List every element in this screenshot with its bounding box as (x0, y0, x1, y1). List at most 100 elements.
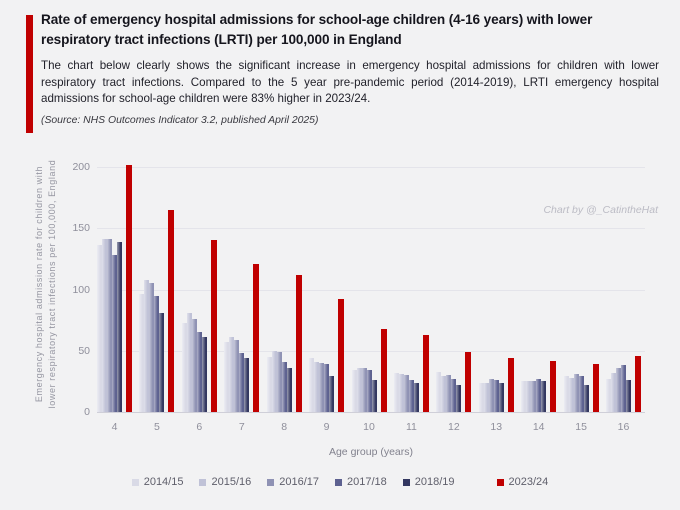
legend-label: 2016/17 (279, 476, 319, 488)
bar-2023-24-age-12 (465, 352, 472, 412)
bar-2023-24-age-4 (126, 165, 132, 412)
bar-2023-24-age-11 (422, 335, 429, 412)
bar-group-age-9 (309, 299, 345, 412)
bar-2015-16-age-16 (611, 373, 616, 412)
gridline-50 (97, 350, 645, 352)
bar-2017-18-age-6 (196, 332, 202, 412)
bar-2014-15-age-14 (521, 381, 527, 412)
legend-label: 2017/18 (347, 476, 387, 488)
bar-2015-16-age-15 (568, 378, 574, 412)
bar-group-age-4 (97, 165, 132, 412)
bar-2023-24-age-9 (338, 299, 345, 412)
bar-2018-19-age-6 (201, 337, 207, 412)
bar-2018-19-age-15 (583, 385, 589, 412)
bar-group-age-14 (521, 361, 557, 412)
bar-2023-24-age-13 (507, 358, 514, 412)
bar-2023-24-age-10 (380, 329, 387, 412)
bar-2023-24-age-14 (550, 361, 557, 412)
bar-2023-24-age-15 (592, 364, 599, 412)
gridline-100 (97, 289, 645, 291)
bar-2016-17-age-6 (191, 319, 197, 412)
legend-label: 2014/15 (143, 476, 184, 488)
bar-group-age-6 (181, 240, 217, 412)
x-tick-label-6: 6 (196, 421, 203, 433)
bar-2018-19-age-7 (244, 358, 250, 412)
chart-plot-area (97, 150, 645, 413)
bar-2018-19-age-14 (541, 381, 547, 412)
bar-2014-15-age-16 (606, 379, 611, 412)
watermark: Chart by @_CatintheHat (543, 204, 658, 216)
legend-item-2015-16: 2015/16 (199, 476, 251, 488)
x-tick-label-16: 16 (617, 421, 630, 433)
bar-2014-15-age-8 (266, 357, 272, 412)
legend-item-2018-19: 2018/19 (402, 476, 455, 488)
bar-2023-24-age-16 (635, 356, 641, 412)
x-axis-title: Age group (years) (328, 446, 414, 458)
bar-group-age-13 (478, 358, 514, 412)
bar-2023-24-age-8 (295, 275, 302, 412)
gridline-200 (97, 167, 645, 168)
bar-2016-17-age-4 (107, 239, 112, 412)
legend-item-2014-15: 2014/15 (131, 476, 184, 488)
x-tick-label-12: 12 (447, 421, 460, 433)
bar-2023-24-age-5 (168, 210, 175, 412)
bar-2015-16-age-7 (229, 337, 235, 412)
y-tick-label-200: 200 (72, 161, 90, 173)
legend-item-2017-18: 2017/18 (335, 476, 387, 488)
bar-2016-17-age-14 (531, 381, 537, 412)
bar-2023-24-age-7 (253, 264, 260, 412)
y-axis-title: Emergency hospital admission rate for ch… (34, 159, 57, 409)
x-tick-label-9: 9 (323, 421, 330, 433)
bar-2015-16-age-11 (398, 374, 404, 412)
bar-group-age-5 (139, 210, 175, 412)
x-tick-label-4: 4 (111, 421, 118, 433)
bar-2017-18-age-15 (578, 376, 584, 412)
legend-swatch-icon (267, 478, 275, 486)
bar-group-age-10 (351, 329, 387, 412)
legend-swatch-icon (335, 478, 342, 486)
gridline-150 (97, 228, 645, 230)
x-tick-label-14: 14 (532, 421, 545, 433)
bar-2023-24-age-6 (210, 240, 217, 412)
x-tick-label-10: 10 (363, 421, 375, 433)
x-tick-label-11: 11 (405, 421, 417, 433)
bar-2017-18-age-9 (324, 364, 330, 412)
x-tick-label-7: 7 (238, 421, 245, 433)
bar-group-age-15 (563, 364, 599, 412)
bar-2016-17-age-7 (234, 340, 240, 412)
bar-2018-19-age-10 (371, 380, 377, 412)
bar-2016-17-age-5 (149, 283, 155, 412)
bar-2014-15-age-5 (139, 294, 145, 412)
bar-2017-18-age-7 (239, 353, 245, 412)
bar-2014-15-age-4 (97, 245, 102, 412)
bar-2017-18-age-10 (366, 370, 372, 412)
bar-2018-19-age-5 (159, 313, 165, 412)
bar-2014-15-age-13 (478, 383, 484, 412)
x-tick-label-8: 8 (281, 421, 288, 433)
bar-group-age-12 (436, 352, 472, 412)
x-tick-label-15: 15 (575, 421, 587, 433)
bar-2015-16-age-9 (314, 362, 320, 412)
bar-2017-18-age-4 (112, 255, 117, 412)
bar-2018-19-age-8 (286, 368, 292, 412)
bar-group-age-11 (393, 335, 429, 412)
legend-swatch-icon (131, 478, 139, 486)
x-axis-line (97, 412, 645, 413)
bar-2016-17-age-16 (616, 368, 621, 412)
bar-2018-19-age-13 (498, 383, 504, 412)
title-accent-bar (26, 15, 33, 133)
legend-item-2016-17: 2016/17 (267, 476, 319, 488)
legend-swatch-icon (199, 478, 207, 486)
bar-2017-18-age-13 (493, 380, 499, 412)
bar-2017-18-age-12 (451, 379, 457, 412)
bar-2015-16-age-8 (271, 351, 277, 412)
bar-2014-15-age-11 (393, 373, 399, 412)
bar-2014-15-age-6 (181, 323, 187, 412)
bar-2016-17-age-11 (403, 375, 409, 412)
bar-group-age-8 (266, 275, 302, 412)
bar-2014-15-age-10 (351, 370, 357, 412)
bar-2015-16-age-14 (526, 381, 532, 412)
bar-2015-16-age-5 (144, 280, 150, 412)
bar-group-age-7 (224, 264, 260, 412)
